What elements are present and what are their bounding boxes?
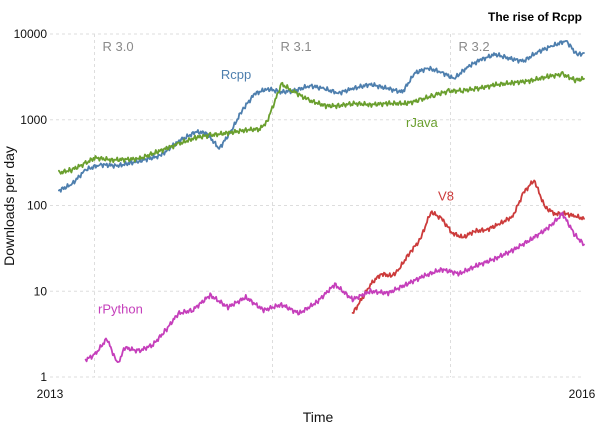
release-label: R 3.0 bbox=[103, 39, 134, 54]
release-annotations: R 3.0 R 3.1 R 3.2 bbox=[103, 39, 490, 54]
axis-ticks: 1 10 100 1000 10000 2013 2016 bbox=[14, 27, 596, 401]
release-label: R 3.1 bbox=[281, 39, 312, 54]
series-label-rcpp: Rcpp bbox=[221, 67, 251, 82]
y-tick-label: 10000 bbox=[14, 27, 48, 41]
y-tick-label: 100 bbox=[27, 199, 47, 213]
x-axis-title: Time bbox=[303, 409, 334, 425]
y-tick-label: 1000 bbox=[20, 113, 47, 127]
series-line-rcpp bbox=[58, 40, 585, 193]
series-labels: Rcpp rJava V8 rPython bbox=[98, 67, 454, 317]
y-axis-title: Downloads per day bbox=[1, 146, 17, 266]
y-tick-label: 10 bbox=[34, 284, 48, 298]
series-label-rjava: rJava bbox=[406, 115, 439, 130]
x-tick-label: 2016 bbox=[569, 387, 596, 401]
release-label: R 3.2 bbox=[459, 39, 490, 54]
series-line-rjava bbox=[58, 71, 585, 175]
series-line-v8 bbox=[351, 179, 585, 314]
series-line-rpython bbox=[84, 211, 585, 363]
series-lines bbox=[58, 40, 585, 363]
series-label-rpython: rPython bbox=[98, 302, 143, 317]
grid-layer bbox=[50, 33, 584, 378]
series-label-v8: V8 bbox=[438, 188, 454, 203]
y-tick-label: 1 bbox=[40, 370, 47, 384]
chart-title: The rise of Rcpp bbox=[488, 10, 582, 24]
x-tick-label: 2013 bbox=[37, 387, 64, 401]
